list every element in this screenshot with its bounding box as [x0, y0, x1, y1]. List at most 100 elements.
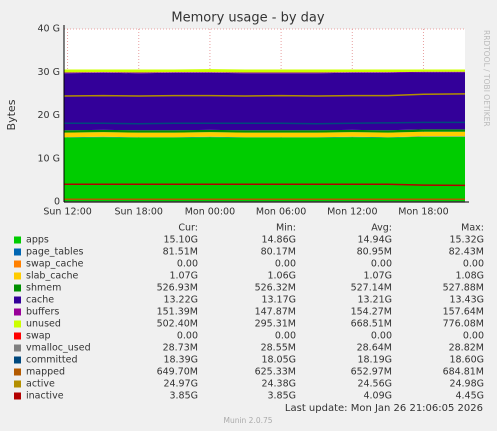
legend-label: slab_cache	[26, 271, 78, 282]
legend-stat: 81.51M	[163, 247, 198, 258]
legend-label: mapped	[26, 367, 65, 378]
legend-stat: 4.09G	[363, 391, 392, 402]
legend-stat: 80.95M	[357, 247, 392, 258]
x-tick-label: Sun 18:00	[115, 207, 163, 218]
legend-stat: 24.38G	[261, 379, 296, 390]
legend-stat: 14.86G	[261, 235, 296, 246]
legend-stat: 684.81M	[443, 367, 484, 378]
legend-stat: 0.00	[275, 259, 296, 270]
last-update: Last update: Mon Jan 26 21:06:05 2026	[285, 403, 483, 414]
legend-stat: 14.94G	[357, 235, 392, 246]
legend-header: Max:	[461, 223, 484, 234]
legend-swatch	[14, 368, 21, 376]
legend-stat: 295.31M	[255, 319, 296, 330]
legend-label: committed	[26, 355, 78, 366]
legend-swatch	[14, 296, 21, 304]
legend-header: Min:	[276, 223, 296, 234]
legend-stat: 28.64M	[357, 343, 392, 354]
legend-swatch	[14, 308, 21, 316]
area	[64, 69, 465, 73]
legend-stat: 526.93M	[157, 283, 198, 294]
legend-swatch	[14, 248, 21, 256]
x-tick-label: Mon 06:00	[256, 207, 306, 218]
legend-stat: 652.97M	[351, 367, 392, 378]
legend-label: page_tables	[26, 247, 84, 258]
legend-stat: 1.07G	[363, 271, 392, 282]
legend-label: shmem	[26, 283, 61, 294]
y-tick-label: 10 G	[38, 153, 60, 164]
legend-swatch	[14, 236, 21, 244]
legend-stat: 13.21G	[357, 295, 392, 306]
x-tick-label: Mon 12:00	[327, 207, 377, 218]
legend-label: active	[26, 379, 55, 390]
area	[64, 71, 465, 74]
legend-swatch	[14, 356, 21, 364]
legend-stat: 151.39M	[157, 307, 198, 318]
legend-stat: 24.98G	[449, 379, 484, 390]
legend-stat: 502.40M	[157, 319, 198, 330]
legend-stat: 28.73M	[163, 343, 198, 354]
legend-swatch	[14, 332, 21, 340]
legend-stat: 0.00	[463, 331, 484, 342]
legend-stat: 649.70M	[157, 367, 198, 378]
legend-swatch	[14, 272, 21, 280]
legend-swatch	[14, 320, 21, 328]
legend-stat: 625.33M	[255, 367, 296, 378]
line	[63, 93, 466, 97]
legend-stat: 80.17M	[261, 247, 296, 258]
legend-stat: 15.10G	[163, 235, 198, 246]
legend-stat: 0.00	[371, 331, 392, 342]
legend-stat: 3.85G	[267, 391, 296, 402]
legend-stat: 18.60G	[449, 355, 484, 366]
legend-stat: 157.64M	[443, 307, 484, 318]
legend-label: buffers	[26, 307, 59, 318]
legend-stat: 4.45G	[455, 391, 484, 402]
legend-label: cache	[26, 295, 54, 306]
legend-stat: 0.00	[177, 259, 198, 270]
legend-swatch	[14, 380, 21, 388]
footer: Munin 2.0.75	[223, 416, 272, 425]
legend-stat: 13.43G	[449, 295, 484, 306]
legend-stat: 668.51M	[351, 319, 392, 330]
area	[64, 129, 465, 133]
area	[64, 136, 465, 138]
legend-stat: 28.82M	[449, 343, 484, 354]
legend-label: unused	[26, 319, 61, 330]
line	[64, 183, 466, 187]
legend-stat: 147.87M	[255, 307, 296, 318]
legend: Cur: Min: Avg: Max: apps 15.10G 14.86G 14.94G 15…	[14, 223, 484, 402]
legend-swatch	[14, 260, 21, 268]
legend-stat: 28.55M	[261, 343, 296, 354]
legend-stat: 776.08M	[443, 319, 484, 330]
legend-stat: 3.85G	[169, 391, 198, 402]
legend-stat: 527.88M	[443, 283, 484, 294]
legend-stat: 154.27M	[351, 307, 392, 318]
legend-stat: 18.05G	[261, 355, 296, 366]
legend-label: inactive	[26, 391, 64, 402]
legend-swatch	[14, 344, 21, 352]
legend-stat: 526.32M	[255, 283, 296, 294]
legend-stat: 0.00	[275, 331, 296, 342]
y-tick-label: 20 G	[38, 110, 60, 121]
legend-stat: 0.00	[371, 259, 392, 270]
y-tick-label: 0	[54, 197, 60, 208]
legend-label: apps	[26, 235, 49, 246]
legend-stat: 24.56G	[357, 379, 392, 390]
legend-swatch	[14, 284, 21, 292]
legend-stat: 82.43M	[449, 247, 484, 258]
legend-stat: 527.14M	[351, 283, 392, 294]
legend-stat: 13.22G	[163, 295, 198, 306]
legend-label: swap	[26, 331, 51, 342]
legend-stat: 1.06G	[267, 271, 296, 282]
chart-title: Memory usage - by day	[171, 11, 324, 26]
y-axis-label: Bytes	[5, 99, 18, 130]
x-tick-label: Mon 18:00	[398, 207, 448, 218]
area	[64, 72, 465, 131]
legend-label: swap_cache	[26, 259, 84, 270]
legend-stat: 18.39G	[163, 355, 198, 366]
legend-stat: 15.32G	[449, 235, 484, 246]
watermark: RRDTOOL / TOBI OETIKER	[482, 30, 491, 127]
legend-header: Cur:	[178, 223, 198, 234]
legend-stat: 24.97G	[163, 379, 198, 390]
